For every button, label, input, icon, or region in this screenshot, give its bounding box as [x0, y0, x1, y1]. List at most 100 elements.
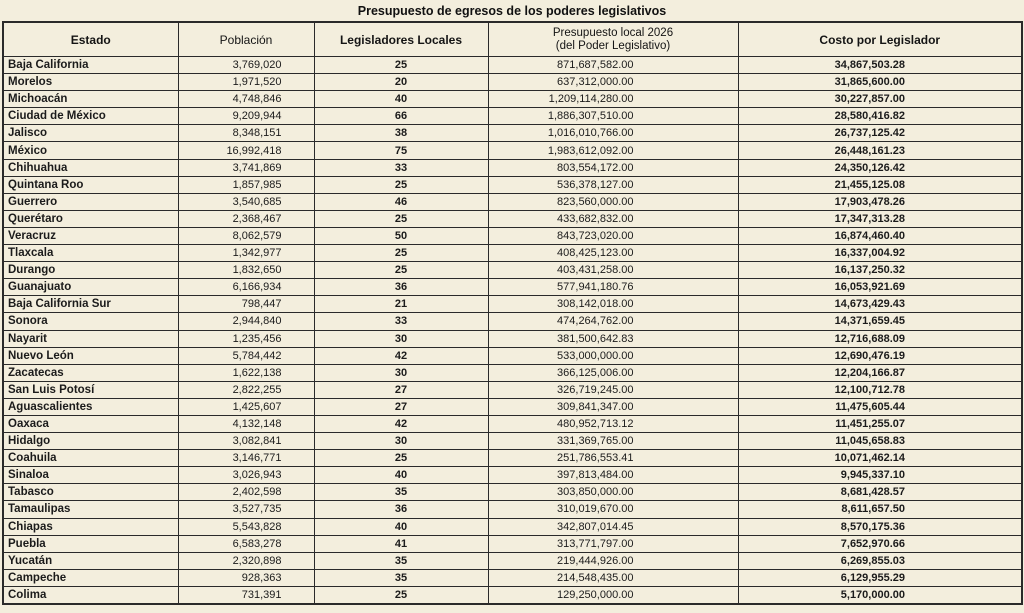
cell-legisladores: 25: [313, 261, 489, 280]
table-row: Michoacán 4,748,846 40 1,209,114,280.00 30,2…: [2, 90, 1023, 109]
cell-poblacion: 3,146,771: [177, 449, 315, 468]
cell-estado: Oaxaca: [2, 414, 179, 434]
cell-costo: 6,129,955.29: [737, 568, 1023, 587]
table-row: Hidalgo 3,082,841 30 331,369,765.00 11,045,6…: [2, 432, 1023, 451]
cell-poblacion: 9,209,944: [177, 107, 315, 126]
cell-estado: Chihuahua: [2, 158, 179, 177]
cell-presupuesto: 536,378,127.00: [487, 175, 739, 194]
cell-legisladores: 40: [313, 517, 489, 536]
table-row: Quintana Roo 1,857,985 25 536,378,127.00 21,…: [2, 175, 1023, 194]
table-row: Baja California 3,769,020 25 871,687,582.00…: [2, 55, 1023, 75]
cell-poblacion: 2,944,840: [177, 312, 315, 331]
cell-estado: México: [2, 141, 179, 160]
cell-estado: Quintana Roo: [2, 175, 179, 194]
table-row: Sonora 2,944,840 33 474,264,762.00 14,371,65…: [2, 312, 1023, 331]
cell-legisladores: 50: [313, 226, 489, 246]
cell-poblacion: 1,971,520: [177, 73, 315, 92]
cell-costo: 12,716,688.09: [737, 329, 1023, 348]
cell-presupuesto: 403,431,258.00: [487, 261, 739, 280]
cell-poblacion: 1,622,138: [177, 363, 315, 382]
cell-estado: Yucatán: [2, 551, 179, 570]
cell-poblacion: 5,784,442: [177, 346, 315, 365]
cell-poblacion: 2,822,255: [177, 380, 315, 399]
cell-presupuesto: 1,209,114,280.00: [487, 90, 739, 109]
header-legisladores: Legisladores Locales: [313, 21, 489, 57]
cell-legisladores: 27: [313, 397, 489, 416]
cell-poblacion: 6,166,934: [177, 278, 315, 297]
table-body: Baja California 3,769,020 25 871,687,582.00…: [2, 55, 1023, 605]
cell-poblacion: 3,741,869: [177, 158, 315, 177]
table-row: Chihuahua 3,741,869 33 803,554,172.00 24,350…: [2, 158, 1023, 177]
table-row: Yucatán 2,320,898 35 219,444,926.00 6,269,85…: [2, 551, 1023, 570]
table-row: Nuevo León 5,784,442 42 533,000,000.00 12,69…: [2, 346, 1023, 365]
cell-estado: Morelos: [2, 73, 179, 92]
cell-presupuesto: 637,312,000.00: [487, 73, 739, 92]
cell-poblacion: 731,391: [177, 585, 315, 605]
header-estado: Estado: [2, 21, 179, 57]
cell-legisladores: 27: [313, 380, 489, 399]
cell-estado: Chiapas: [2, 517, 179, 536]
cell-legisladores: 21: [313, 295, 489, 314]
cell-costo: 16,874,460.40: [737, 226, 1023, 246]
table-row: Zacatecas 1,622,138 30 366,125,006.00 12,204…: [2, 363, 1023, 382]
cell-costo: 6,269,855.03: [737, 551, 1023, 570]
table-row: Tamaulipas 3,527,735 36 310,019,670.00 8,611…: [2, 500, 1023, 519]
cell-costo: 12,204,166.87: [737, 363, 1023, 382]
table-row: Coahuila 3,146,771 25 251,786,553.41 10,071,…: [2, 449, 1023, 468]
cell-poblacion: 2,320,898: [177, 551, 315, 570]
table-title: Presupuesto de egresos de los poderes le…: [357, 4, 667, 18]
cell-costo: 10,071,462.14: [737, 449, 1023, 468]
cell-poblacion: 3,540,685: [177, 192, 315, 211]
header-presupuesto-line2: (del Poder Legislativo): [555, 39, 671, 52]
table-row: Veracruz 8,062,579 50 843,723,020.00 16,874,…: [2, 226, 1023, 246]
cell-costo: 14,371,659.45: [737, 312, 1023, 331]
cell-presupuesto: 803,554,172.00: [487, 158, 739, 177]
cell-poblacion: 16,992,418: [177, 141, 315, 160]
header-presupuesto: Presupuesto local 2026 (del Poder Legisl…: [487, 21, 739, 57]
cell-costo: 8,681,428.57: [737, 483, 1023, 502]
table-header: Estado Población Legisladores Locales Pr…: [2, 21, 1023, 57]
cell-presupuesto: 1,016,010,766.00: [487, 124, 739, 143]
cell-presupuesto: 433,682,832.00: [487, 209, 739, 228]
header-costo: Costo por Legislador: [737, 21, 1023, 57]
cell-estado: Tlaxcala: [2, 244, 179, 263]
cell-presupuesto: 823,560,000.00: [487, 192, 739, 211]
cell-legisladores: 42: [313, 414, 489, 434]
cell-poblacion: 1,342,977: [177, 244, 315, 263]
cell-poblacion: 1,235,456: [177, 329, 315, 348]
cell-estado: Sonora: [2, 312, 179, 331]
budget-table: Estado Población Legisladores Locales Pr…: [2, 21, 1023, 605]
cell-legisladores: 36: [313, 278, 489, 297]
table-row: Tabasco 2,402,598 35 303,850,000.00 8,681,42…: [2, 483, 1023, 502]
table-row: Durango 1,832,650 25 403,431,258.00 16,137,2…: [2, 261, 1023, 280]
cell-presupuesto: 366,125,006.00: [487, 363, 739, 382]
cell-estado: Sinaloa: [2, 466, 179, 485]
cell-presupuesto: 219,444,926.00: [487, 551, 739, 570]
cell-estado: Guanajuato: [2, 278, 179, 297]
cell-poblacion: 3,082,841: [177, 432, 315, 451]
cell-legisladores: 30: [313, 432, 489, 451]
cell-poblacion: 2,368,467: [177, 209, 315, 228]
cell-presupuesto: 313,771,797.00: [487, 534, 739, 553]
cell-costo: 14,673,429.43: [737, 295, 1023, 314]
cell-presupuesto: 871,687,582.00: [487, 55, 739, 75]
cell-legisladores: 36: [313, 500, 489, 519]
cell-legisladores: 33: [313, 312, 489, 331]
table-row: Guanajuato 6,166,934 36 577,941,180.76 16,05…: [2, 278, 1023, 297]
cell-estado: Baja California: [2, 55, 179, 75]
cell-estado: Durango: [2, 261, 179, 280]
cell-presupuesto: 303,850,000.00: [487, 483, 739, 502]
cell-costo: 16,337,004.92: [737, 244, 1023, 263]
cell-presupuesto: 480,952,713.12: [487, 414, 739, 434]
cell-presupuesto: 408,425,123.00: [487, 244, 739, 263]
cell-estado: Nayarit: [2, 329, 179, 348]
cell-presupuesto: 331,369,765.00: [487, 432, 739, 451]
cell-presupuesto: 577,941,180.76: [487, 278, 739, 297]
cell-legisladores: 40: [313, 90, 489, 109]
cell-estado: Querétaro: [2, 209, 179, 228]
cell-legisladores: 38: [313, 124, 489, 143]
table-row: Oaxaca 4,132,148 42 480,952,713.12 11,451,25…: [2, 414, 1023, 434]
table-row: Guerrero 3,540,685 46 823,560,000.00 17,903,…: [2, 192, 1023, 211]
cell-costo: 31,865,600.00: [737, 73, 1023, 92]
cell-estado: Ciudad de México: [2, 107, 179, 126]
